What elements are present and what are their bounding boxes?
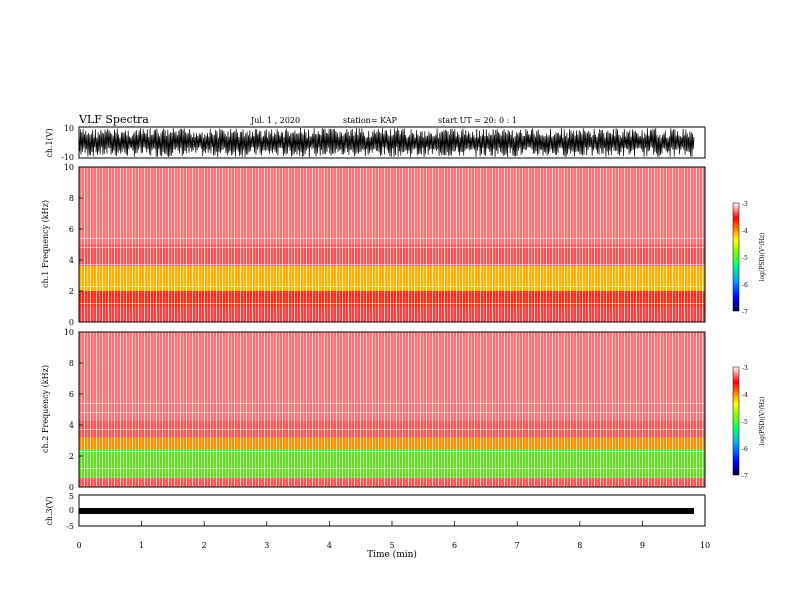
date-label: Jul. 1 , 2020 (250, 116, 300, 125)
ch2-spec-ytick: 8 (69, 359, 74, 368)
ch2-spec-ytick: 0 (69, 483, 74, 492)
ch1-ylabel: ch.1(V) (45, 128, 54, 157)
colorbar-tick: -4 (742, 392, 748, 399)
time-xtick: 5 (389, 541, 394, 550)
ch1-spec-ytick: 0 (69, 318, 74, 327)
ch1-spec-ytick: 4 (69, 256, 74, 265)
colorbar-tick: -6 (742, 282, 748, 289)
ch2-spec-ytick: 6 (69, 390, 74, 399)
ch1-spec-ytick: 10 (64, 163, 74, 172)
colorbar-tick: -3 (742, 201, 748, 208)
time-xtick: 2 (202, 541, 207, 550)
time-xtick: 9 (640, 541, 645, 550)
colorbar-2: -3 -4 -5 -6 -7 log(PSD)(V²/Hz) (732, 365, 766, 480)
ch2-spec-ytick: 4 (69, 421, 74, 430)
time-xtick: 3 (264, 541, 269, 550)
time-xtick: 8 (577, 541, 582, 550)
ch2-spec-ylabel: ch.2 Frequency (kHz) (41, 365, 50, 453)
ch1-spec-ylabel-1: ch.1 Frequency (kHz) (41, 200, 50, 288)
colorbar-tick: -7 (742, 473, 748, 480)
ch1-waveform-trace (78, 127, 695, 158)
ch1-spec-ytick: 2 (69, 287, 74, 296)
ch2-spec-ytick: 2 (69, 452, 74, 461)
colorbar-tick: -6 (742, 446, 748, 453)
figure-title: VLF Spectra (78, 113, 149, 126)
time-xtick: 6 (452, 541, 457, 550)
ch3-ytick-mid: 0 (69, 506, 74, 515)
colorbar-1-label: log(PSD)(V²/Hz) (759, 233, 766, 282)
ch3-ylabel: ch.3(V) (45, 496, 54, 525)
ch3-waveform-trace (79, 508, 694, 514)
colorbar-tick: -7 (742, 309, 748, 316)
ch1-ytick-bottom: -10 (61, 153, 74, 162)
ch1-ytick-top: 10 (64, 124, 74, 133)
ch3-ytick-bottom: -5 (66, 522, 74, 531)
ch1-spectrogram-panel: 0 2 4 6 8 10 ch.1 Frequency (kHz) (41, 163, 706, 327)
ch1-spec-ytick: 6 (69, 225, 74, 234)
ch1-waveform-panel: 10 -10 ch.1(V) (45, 124, 706, 162)
ch2-spectrogram-panel: 0 2 4 6 8 10 ch.2 Frequency (kHz) (41, 328, 706, 492)
start-ut-label: start UT = 20: 0 : 1 (438, 116, 517, 125)
time-xtick: 4 (327, 541, 332, 550)
colorbar-tick: -3 (742, 365, 748, 372)
colorbar-1: -3 -4 -5 -6 -7 log(PSD)(V²/Hz) (732, 201, 766, 316)
station-label: station= KAP (343, 116, 398, 125)
colorbar-tick: -5 (742, 255, 748, 262)
time-xtick: 7 (515, 541, 520, 550)
colorbar-2-label: log(PSD)(V²/Hz) (759, 397, 766, 446)
ch2-spec-ytick: 10 (64, 328, 74, 337)
time-xtick: 0 (76, 541, 81, 550)
colorbar-tick: -5 (742, 419, 748, 426)
ch1-spec-ytick: 8 (69, 194, 74, 203)
time-xtick: 10 (700, 541, 710, 550)
time-xtick: 1 (139, 541, 144, 550)
ch3-waveform-panel: 5 0 -5 ch.3(V) 0 1 2 3 4 5 6 7 8 9 10 Time (min) (45, 492, 710, 560)
time-axis-label: Time (min) (367, 549, 417, 560)
ch3-ytick-top: 5 (69, 492, 74, 501)
colorbar-tick: -4 (742, 228, 748, 235)
